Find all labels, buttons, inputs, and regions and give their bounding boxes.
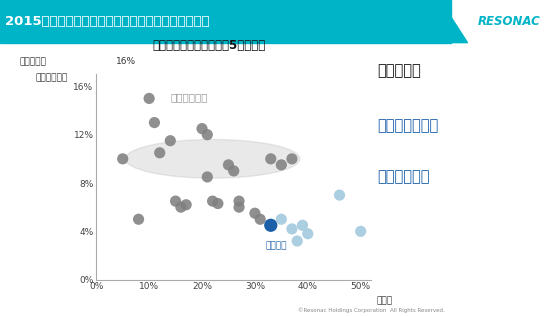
- Point: [250, 211, 259, 216]
- Text: 規模の割に: 規模の割に: [377, 63, 421, 78]
- Point: [266, 223, 275, 228]
- Text: 利益率が低く、: 利益率が低く、: [377, 118, 438, 133]
- Point: [266, 156, 275, 161]
- Text: 16%: 16%: [116, 57, 136, 66]
- Text: 昭和電工: 昭和電工: [266, 241, 287, 250]
- Point: [155, 150, 164, 155]
- Point: [213, 201, 222, 206]
- Point: [256, 217, 265, 222]
- Point: [235, 205, 244, 210]
- Text: 国内化学メーカー　直近5年平均値: 国内化学メーカー 直近5年平均値: [152, 39, 266, 52]
- Point: [277, 162, 286, 167]
- Point: [150, 120, 159, 125]
- Point: [145, 96, 153, 101]
- Text: ©Resonac Holdings Corporation  All Rights Reserved.: ©Resonac Holdings Corporation All Rights…: [298, 308, 444, 313]
- Point: [298, 223, 307, 228]
- Point: [277, 217, 286, 222]
- Point: [171, 198, 180, 204]
- Point: [293, 239, 301, 244]
- Text: 2015年に昭和電工に入社した際に最初に行った分析: 2015年に昭和電工に入社した際に最初に行った分析: [6, 15, 210, 28]
- Text: 営業利益率: 営業利益率: [19, 57, 46, 66]
- Text: RESONAC: RESONAC: [477, 15, 540, 28]
- Text: 収益変動　小: 収益変動 小: [170, 92, 208, 102]
- Point: [182, 202, 190, 207]
- Point: [118, 156, 127, 161]
- Point: [335, 192, 344, 198]
- Point: [197, 126, 206, 131]
- Point: [166, 138, 175, 143]
- Point: [229, 168, 238, 173]
- Polygon shape: [440, 0, 467, 43]
- Text: （リターン）: （リターン）: [36, 74, 68, 82]
- Text: 変化率: 変化率: [377, 296, 393, 305]
- Bar: [0, 0, 451, 43]
- Point: [208, 198, 217, 204]
- Point: [235, 198, 244, 204]
- Text: 変化率が高い: 変化率が高い: [377, 169, 429, 185]
- Point: [288, 226, 296, 231]
- Point: [304, 231, 312, 236]
- Point: [203, 132, 212, 137]
- Ellipse shape: [125, 139, 300, 178]
- Point: [134, 217, 143, 222]
- Point: [356, 229, 365, 234]
- Point: [177, 205, 185, 210]
- Point: [203, 174, 212, 179]
- Point: [288, 156, 296, 161]
- Point: [224, 162, 233, 167]
